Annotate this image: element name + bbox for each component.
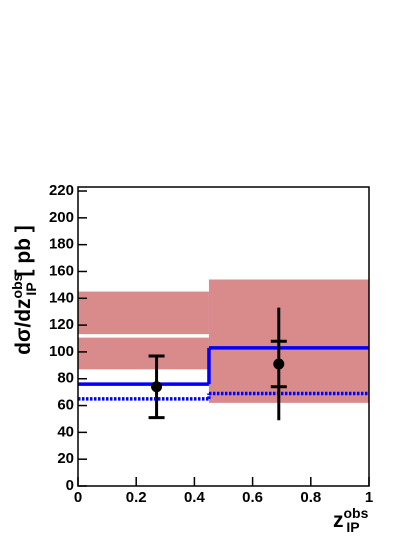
- y-tick-label: 0: [66, 477, 74, 494]
- y-tick-label: 220: [49, 182, 74, 199]
- x-tick-label: 0.2: [126, 489, 147, 506]
- y-tick-label: 40: [57, 423, 74, 440]
- y-tick-label: 80: [57, 370, 74, 387]
- data-point: [151, 381, 163, 393]
- y-tick-label: 160: [49, 262, 74, 279]
- x-tick-label: 0.6: [242, 489, 263, 506]
- y-tick-label: 120: [49, 316, 74, 333]
- y-tick-label: 100: [49, 343, 74, 360]
- y-label-sub: IP: [23, 282, 39, 295]
- data-point: [273, 358, 285, 370]
- x-label-sub: IP: [346, 519, 359, 535]
- x-label-sup: obs: [344, 505, 369, 521]
- x-tick-label: 0.4: [184, 489, 206, 506]
- x-label-main: z: [333, 509, 344, 532]
- y-label-sup: obs: [9, 273, 25, 298]
- y-label-unit: [ pb ]: [12, 225, 35, 282]
- x-axis-label: zobs IP: [333, 505, 369, 535]
- x-tick-label: 0: [74, 489, 82, 506]
- band: [78, 291, 209, 370]
- y-tick-label: 20: [57, 450, 74, 467]
- y-label-main: dσ/dz: [12, 298, 35, 354]
- y-tick-label: 140: [49, 289, 74, 306]
- x-tick-label: 0.8: [300, 489, 321, 506]
- frame: [77, 186, 370, 487]
- y-tick-label: 180: [49, 236, 74, 253]
- band: [208, 279, 369, 403]
- x-tick-label: 1: [365, 489, 373, 506]
- y-tick-label: 60: [57, 397, 74, 414]
- y-tick-label: 200: [49, 209, 74, 226]
- y-axis-label: dσ/dzobsIP [ pb ]: [9, 225, 39, 355]
